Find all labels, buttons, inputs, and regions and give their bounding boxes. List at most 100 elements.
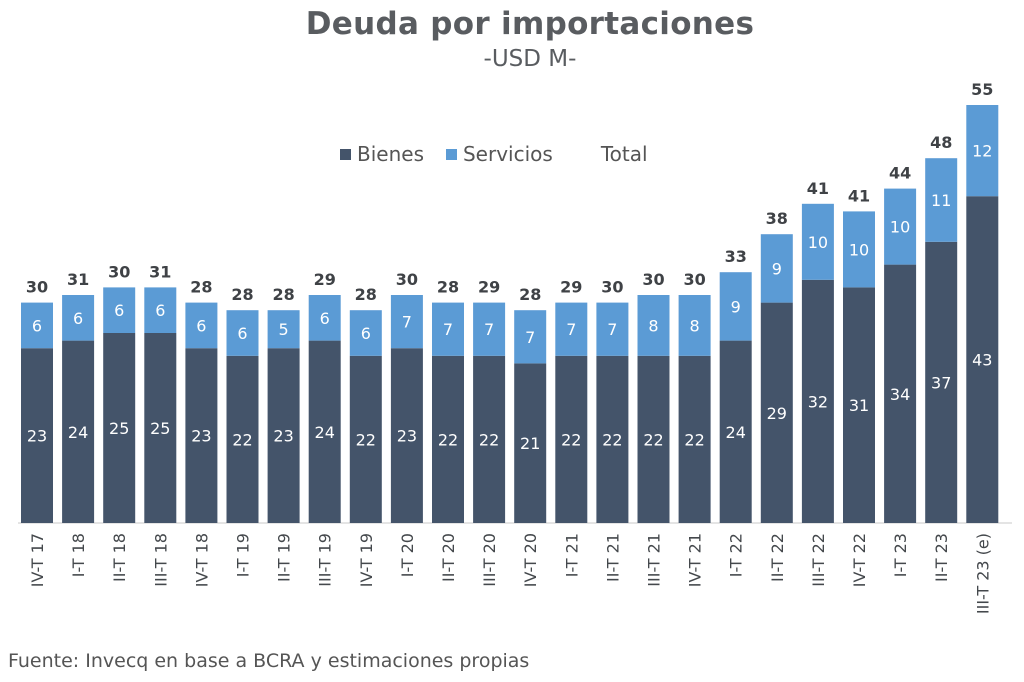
bar-servicios-iv-t-20 — [514, 310, 547, 364]
bar-bienes-iii-t-22 — [801, 279, 834, 523]
bar-bienes-ii-t-19 — [267, 348, 300, 523]
bar-bienes-i-t-18 — [62, 340, 95, 523]
total-label-i-t-19: 28 — [231, 285, 253, 304]
total-label-i-t-23: 44 — [889, 164, 911, 183]
bar-servicios-i-t-22 — [719, 272, 752, 341]
bar-servicios-iv-t-19 — [349, 310, 382, 356]
data-label-bienes-iv-t-21: 22 — [684, 430, 704, 449]
legend-swatch-servicios — [445, 148, 457, 160]
bar-servicios-ii-t-22 — [760, 234, 793, 303]
x-tick-label-iv-t-17: IV-T 17 — [28, 533, 47, 587]
data-label-servicios-iv-t-20: 7 — [525, 328, 535, 347]
x-tick-label-ii-t-23: II-T 23 — [932, 533, 951, 582]
x-tick-label-ii-t-21: II-T 21 — [603, 533, 622, 582]
bar-bienes-iii-t-23-e — [966, 196, 999, 523]
bar-bienes-ii-t-20 — [432, 355, 464, 523]
data-label-servicios-iv-t-19: 6 — [361, 324, 371, 343]
data-label-bienes-iii-t-19: 24 — [315, 423, 335, 442]
total-label-iii-t-21: 30 — [642, 270, 664, 289]
data-label-servicios-iii-t-22: 10 — [808, 233, 828, 252]
x-tick-label-iii-t-21: III-T 21 — [645, 533, 664, 587]
data-label-servicios-ii-t-22: 9 — [772, 259, 782, 278]
data-label-servicios-iv-t-21: 8 — [690, 316, 700, 335]
total-label-ii-t-19: 28 — [272, 285, 294, 304]
data-label-servicios-iv-t-17: 6 — [32, 316, 42, 335]
total-label-iii-t-20: 29 — [478, 278, 500, 297]
data-label-servicios-i-t-20: 7 — [402, 313, 412, 332]
bar-servicios-iii-t-22 — [801, 203, 834, 280]
total-label-iv-t-21: 30 — [683, 270, 705, 289]
bar-bienes-i-t-21 — [555, 355, 588, 523]
bar-bienes-iii-t-18 — [144, 333, 177, 523]
x-tick-label-i-t-18: I-T 18 — [69, 533, 88, 577]
x-tick-label-iv-t-18: IV-T 18 — [192, 533, 211, 587]
total-label-ii-t-21: 30 — [601, 278, 623, 297]
legend-item-servicios: Servicios — [445, 142, 553, 166]
data-label-servicios-iv-t-22: 10 — [849, 240, 869, 259]
bar-bienes-iv-t-20 — [514, 363, 547, 523]
total-label-i-t-18: 31 — [67, 270, 89, 289]
bar-servicios-ii-t-23 — [925, 158, 958, 242]
bar-servicios-i-t-21 — [555, 302, 588, 356]
x-tick-label-iii-t-22: III-T 22 — [809, 533, 828, 587]
bar-servicios-iii-t-23-e — [966, 105, 999, 197]
legend-label-bienes: Bienes — [357, 142, 424, 166]
bar-bienes-i-t-20 — [390, 348, 423, 523]
bar-bienes-iv-t-21 — [678, 355, 711, 523]
legend-swatch-bienes — [340, 148, 351, 160]
x-tick-label-i-t-23: I-T 23 — [891, 533, 910, 577]
x-tick-label-i-t-20: I-T 20 — [398, 533, 417, 577]
bar-servicios-iii-t-18 — [144, 287, 177, 333]
bar-servicios-i-t-18 — [62, 295, 95, 341]
data-label-bienes-i-t-18: 24 — [68, 423, 88, 442]
data-label-servicios-i-t-23: 10 — [890, 218, 910, 237]
data-label-bienes-i-t-20: 23 — [397, 427, 417, 446]
source-note: Fuente: Invecq en base a BCRA y estimaci… — [8, 650, 530, 672]
bar-servicios-iii-t-20 — [473, 302, 506, 356]
total-label-i-t-21: 29 — [560, 278, 582, 297]
data-label-servicios-i-t-22: 9 — [731, 297, 741, 316]
bar-bienes-iii-t-21 — [637, 355, 670, 523]
x-tick-label-iii-t-23-e: III-T 23 (e) — [973, 533, 992, 614]
bar-servicios-ii-t-21 — [596, 302, 629, 356]
bar-bienes-iv-t-18 — [185, 348, 218, 523]
bar-servicios-iii-t-19 — [308, 295, 341, 341]
total-label-i-t-20: 30 — [396, 270, 418, 289]
x-tick-label-iv-t-19: IV-T 19 — [357, 533, 376, 587]
bar-servicios-i-t-20 — [390, 295, 423, 349]
legend-item-bienes: Bienes — [340, 142, 424, 166]
total-label-ii-t-22: 38 — [766, 209, 788, 228]
bar-servicios-ii-t-18 — [103, 287, 136, 333]
data-label-servicios-iii-t-21: 8 — [648, 316, 658, 335]
data-label-bienes-ii-t-23: 37 — [931, 373, 951, 392]
data-label-bienes-i-t-21: 22 — [561, 430, 581, 449]
bar-servicios-iv-t-17 — [21, 302, 53, 349]
data-label-bienes-ii-t-18: 25 — [109, 419, 129, 438]
data-label-servicios-ii-t-20: 7 — [443, 320, 453, 339]
bar-bienes-i-t-22 — [719, 340, 752, 523]
data-label-servicios-iii-t-18: 6 — [155, 301, 165, 320]
data-label-servicios-iii-t-23-e: 12 — [972, 142, 992, 161]
bar-bienes-ii-t-23 — [925, 241, 958, 524]
x-tick-label-i-t-21: I-T 21 — [562, 533, 581, 577]
data-label-servicios-iv-t-18: 6 — [196, 316, 206, 335]
data-label-servicios-iii-t-20: 7 — [484, 320, 494, 339]
x-tick-label-i-t-19: I-T 19 — [234, 533, 253, 577]
data-label-bienes-i-t-19: 22 — [232, 430, 252, 449]
total-label-ii-t-23: 48 — [930, 133, 952, 152]
data-label-servicios-i-t-19: 6 — [237, 324, 247, 343]
total-label-iv-t-17: 30 — [26, 278, 48, 297]
x-tick-label-iv-t-22: IV-T 22 — [850, 533, 869, 587]
bar-servicios-iv-t-22 — [843, 211, 875, 288]
x-tick-label-iv-t-21: IV-T 21 — [686, 533, 705, 587]
total-label-iii-t-22: 41 — [807, 179, 829, 198]
bar-servicios-ii-t-20 — [432, 302, 464, 356]
data-label-bienes-iv-t-19: 22 — [356, 430, 376, 449]
total-label-iv-t-20: 28 — [519, 285, 541, 304]
bar-bienes-iii-t-20 — [473, 355, 506, 523]
total-label-ii-t-20: 28 — [437, 278, 459, 297]
chart-subtitle: -USD M- — [483, 46, 577, 72]
data-label-bienes-iii-t-22: 32 — [808, 392, 828, 411]
x-tick-label-i-t-22: I-T 22 — [727, 533, 746, 577]
data-label-servicios-ii-t-19: 5 — [279, 320, 289, 339]
